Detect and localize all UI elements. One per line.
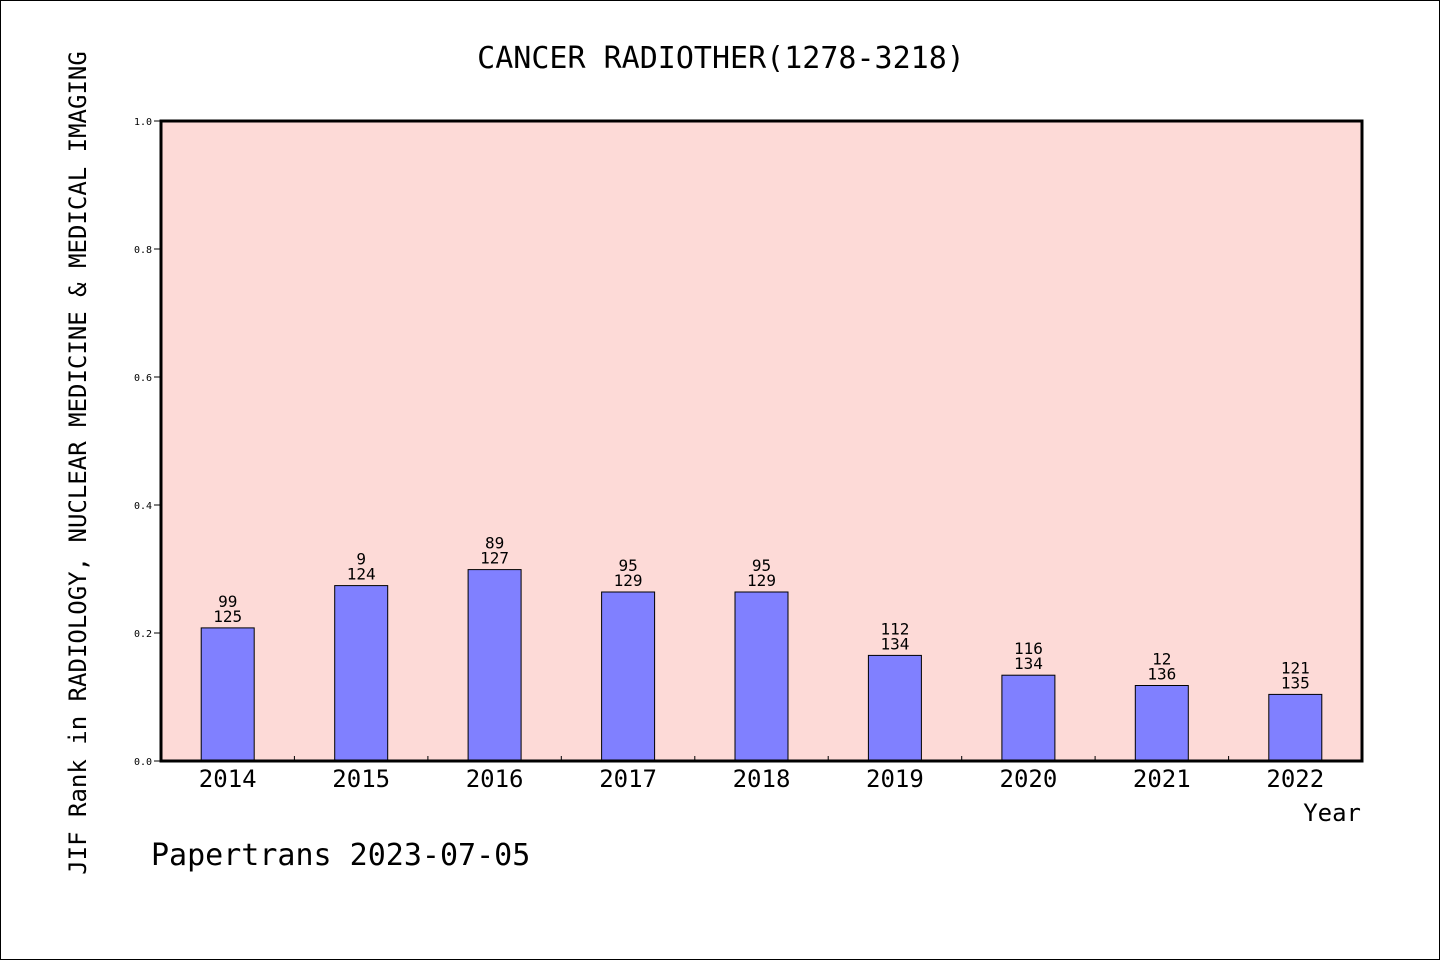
bar-total-label: 125 [213,607,242,626]
footer-credit: Papertrans 2023-07-05 [151,838,530,873]
bar-total-label: 129 [747,571,776,590]
bar-rank-label: 99 [218,592,237,611]
bar-total-label: 124 [347,565,376,584]
bar-total-label: 127 [480,549,509,568]
plot-border [159,119,1364,763]
y-tick-label: 0.0 [134,757,152,768]
bar-total-label: 135 [1281,673,1310,692]
bar-2019 [867,654,922,762]
bar-2016 [467,569,522,762]
x-axis-label: Year [1303,799,1361,827]
y-axis-label: JIF Rank in RADIOLOGY, NUCLEAR MEDICINE … [64,51,92,875]
bar-2020 [1001,674,1056,762]
y-tick-label: 0.2 [134,629,152,640]
bar-total-label: 136 [1147,665,1176,684]
x-tick-label-2014: 2014 [199,765,257,793]
y-tick-label: 0.8 [134,245,152,256]
x-tick-label-2016: 2016 [466,765,524,793]
chart-title: CANCER RADIOTHER(1278-3218) [477,41,965,76]
bar-rank-label: 95 [618,556,637,575]
bar-rank-label: 116 [1014,639,1043,658]
ticks-group: 2014 2015 2016 2017 2018 2019 2020 2021 2022 0.0 0… [134,117,1324,793]
bar-total-label: 129 [614,571,643,590]
bar-rank-label: 95 [752,556,771,575]
x-tick-label-2020: 2020 [1000,765,1058,793]
x-tick-label-2021: 2021 [1133,765,1191,793]
bar-2017 [601,591,656,762]
bar-rank-label: 9 [356,550,366,569]
x-tick-label-2017: 2017 [599,765,657,793]
bar-2021 [1134,685,1189,762]
y-tick-label: 0.6 [134,373,152,384]
bar-2022 [1268,693,1323,762]
x-tick-label-2022: 2022 [1266,765,1324,793]
bar-2015 [334,585,389,762]
bar-2018 [734,591,789,762]
bar-total-label: 134 [880,634,909,653]
bar-total-label: 134 [1014,654,1043,673]
y-tick-label: 1.0 [134,117,152,128]
x-tick-label-2018: 2018 [733,765,791,793]
y-tick-label: 0.4 [134,501,152,512]
bar-rank-label: 112 [880,619,909,638]
bar-2014 [200,627,255,762]
bar-rank-label: 121 [1281,658,1310,677]
x-tick-label-2015: 2015 [332,765,390,793]
bar-rank-label: 12 [1152,650,1171,669]
bar-rank-label: 89 [485,534,504,553]
x-tick-label-2019: 2019 [866,765,924,793]
